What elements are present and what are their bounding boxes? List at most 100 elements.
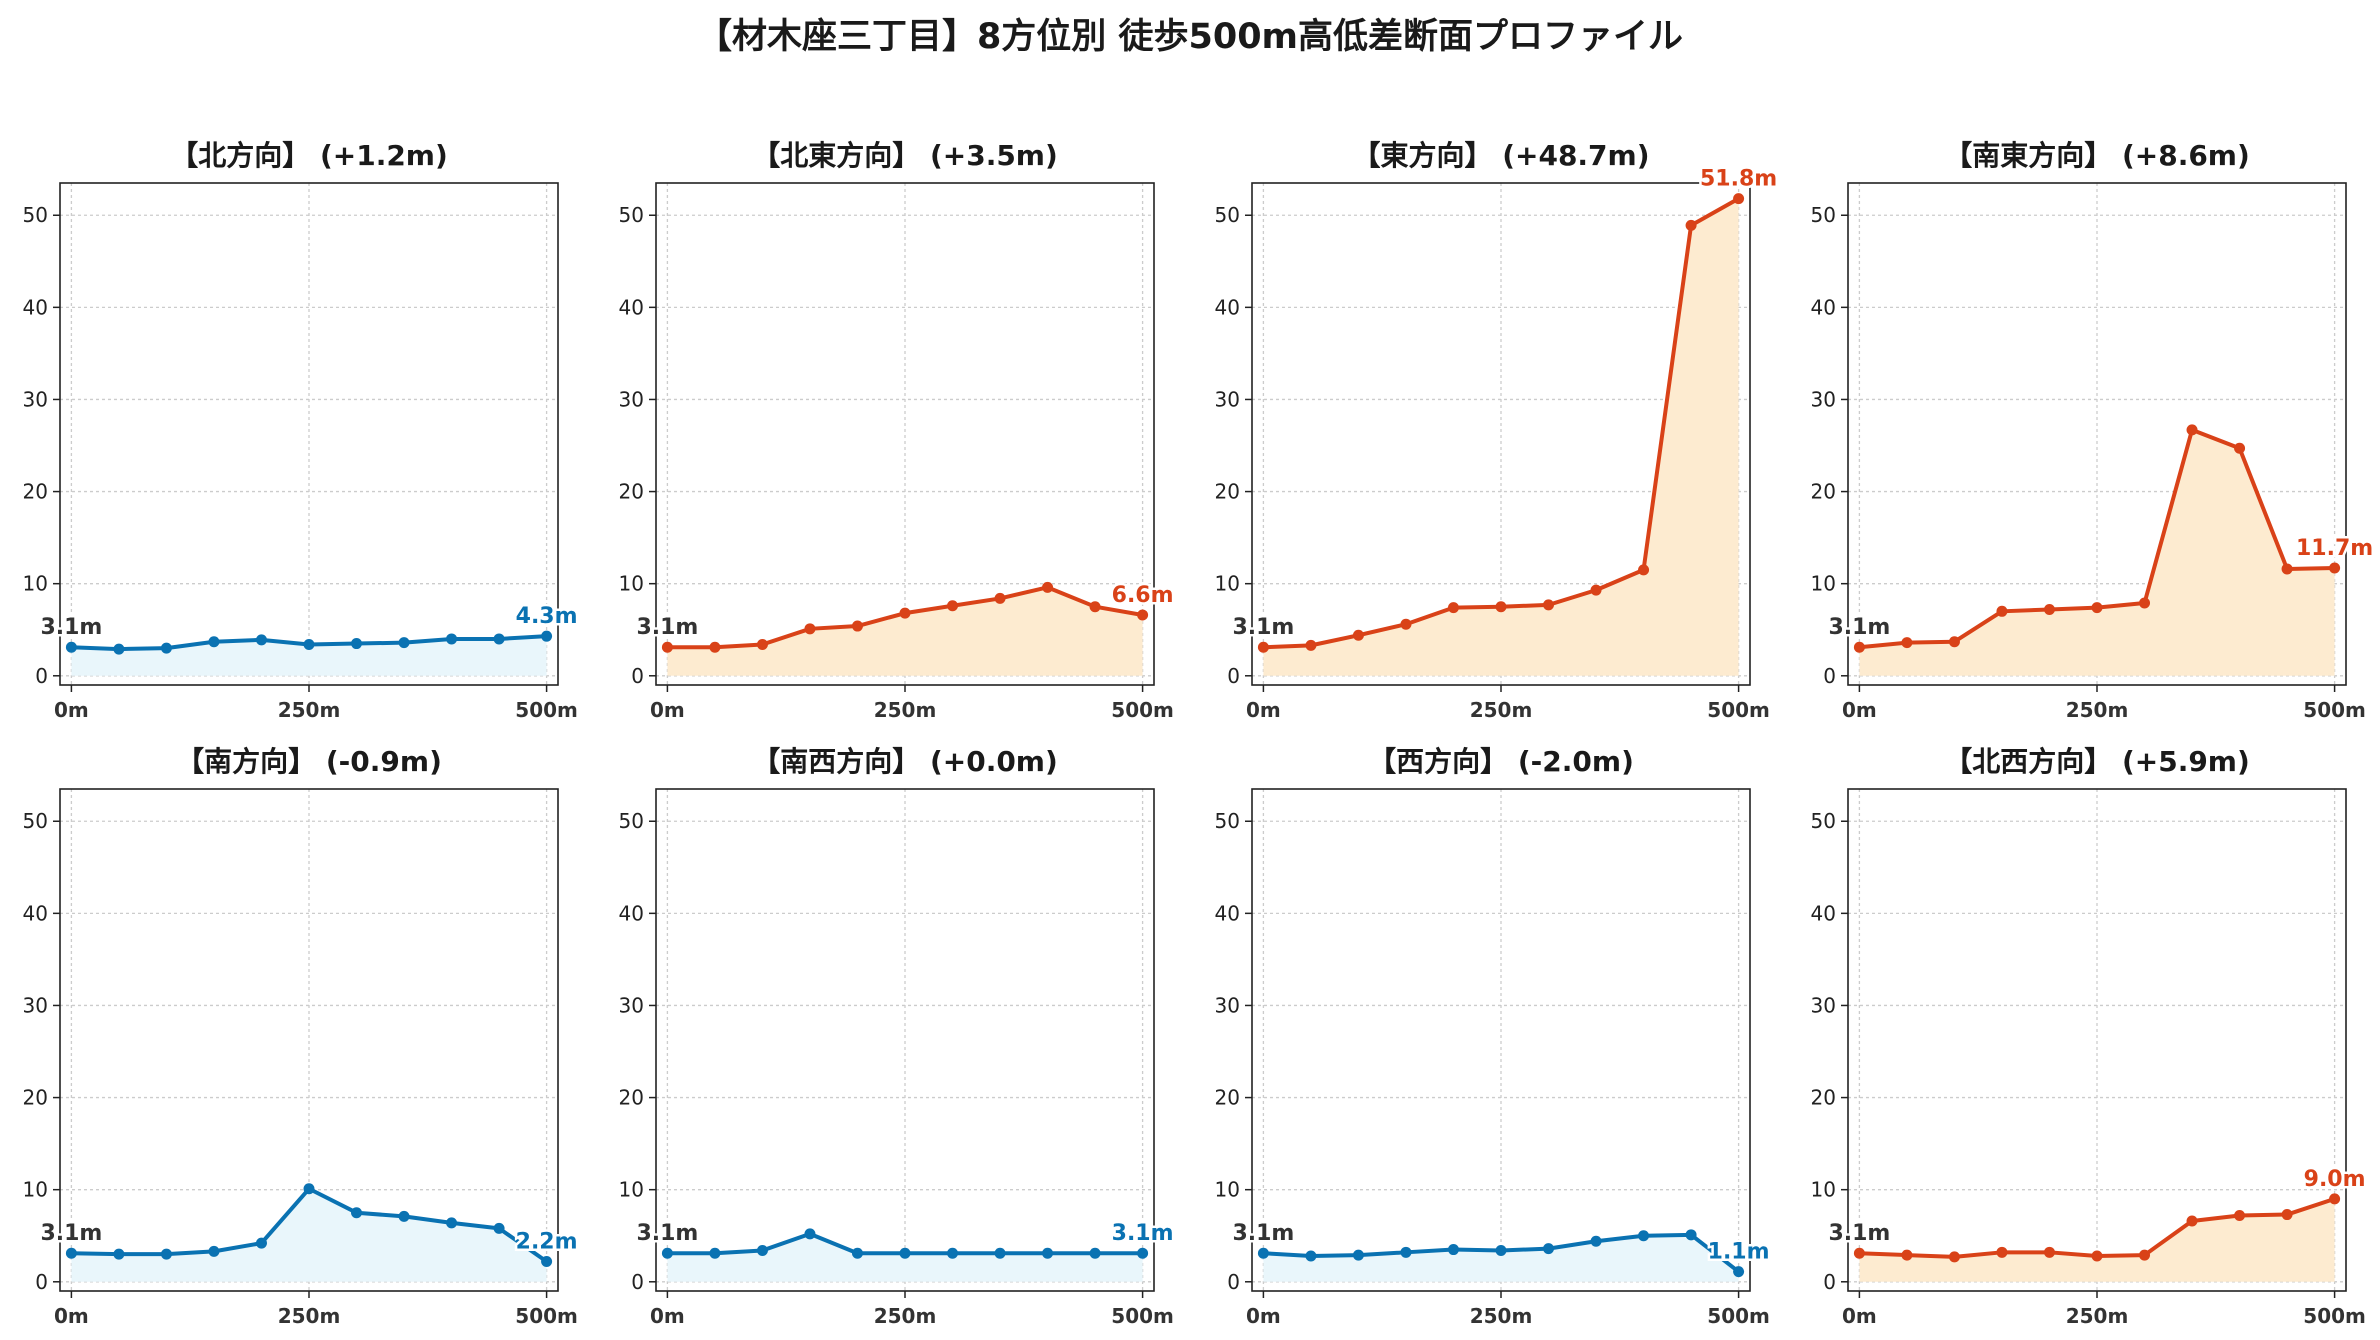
y-tick-label: 30 bbox=[1811, 993, 1836, 1017]
end-value-label: 2.2m bbox=[516, 1230, 578, 1255]
y-tick-label: 10 bbox=[1811, 1178, 1836, 1202]
y-tick-label: 0 bbox=[631, 664, 644, 688]
y-tick-label: 10 bbox=[23, 572, 48, 596]
area-fill bbox=[667, 587, 1143, 676]
y-tick-label: 10 bbox=[1215, 1178, 1240, 1202]
data-point bbox=[1137, 609, 1149, 621]
data-point bbox=[398, 637, 410, 649]
data-point bbox=[1996, 605, 2008, 617]
data-point bbox=[113, 1248, 125, 1260]
data-point bbox=[994, 592, 1006, 604]
data-point bbox=[994, 1247, 1006, 1259]
x-tick-label: 0m bbox=[1842, 1304, 1877, 1328]
data-point bbox=[255, 634, 267, 646]
x-tick-label: 500m bbox=[1707, 698, 1770, 722]
y-tick-label: 30 bbox=[23, 993, 48, 1017]
data-point bbox=[1901, 637, 1913, 649]
x-tick-label: 250m bbox=[874, 1304, 937, 1328]
end-value-label: 51.8m bbox=[1700, 167, 1777, 192]
data-point bbox=[2091, 1250, 2103, 1262]
data-point bbox=[804, 1228, 816, 1240]
data-point bbox=[2329, 1193, 2341, 1205]
data-point bbox=[1352, 1249, 1364, 1261]
y-tick-label: 0 bbox=[1823, 1270, 1836, 1294]
data-point bbox=[1257, 641, 1269, 653]
y-tick-label: 0 bbox=[35, 1270, 48, 1294]
x-tick-label: 0m bbox=[54, 1304, 89, 1328]
panel-title: 【北西方向】 (+5.9m) bbox=[1944, 745, 2250, 778]
data-point bbox=[1447, 1244, 1459, 1256]
x-tick-label: 500m bbox=[1111, 1304, 1174, 1328]
x-tick-label: 0m bbox=[650, 1304, 685, 1328]
data-point bbox=[65, 641, 77, 653]
start-value-label: 3.1m bbox=[40, 615, 102, 640]
y-tick-label: 20 bbox=[619, 480, 644, 504]
start-value-label: 3.1m bbox=[40, 1221, 102, 1246]
y-tick-label: 50 bbox=[23, 203, 48, 227]
data-point bbox=[1305, 639, 1317, 651]
start-value-label: 3.1m bbox=[1828, 1221, 1890, 1246]
x-tick-label: 0m bbox=[1842, 698, 1877, 722]
data-point bbox=[1590, 1235, 1602, 1247]
x-tick-label: 0m bbox=[1246, 698, 1281, 722]
data-point bbox=[1400, 1246, 1412, 1258]
y-tick-label: 40 bbox=[619, 901, 644, 925]
y-tick-label: 40 bbox=[1811, 901, 1836, 925]
data-point bbox=[804, 623, 816, 635]
data-point bbox=[398, 1210, 410, 1222]
x-tick-label: 500m bbox=[1707, 1304, 1770, 1328]
data-point bbox=[1733, 193, 1745, 205]
end-value-label: 1.1m bbox=[1708, 1240, 1770, 1265]
panel-title: 【北方向】 (+1.2m) bbox=[170, 139, 448, 172]
x-tick-label: 500m bbox=[515, 698, 578, 722]
y-tick-label: 40 bbox=[23, 295, 48, 319]
data-point bbox=[2043, 1246, 2055, 1258]
start-value-label: 3.1m bbox=[1828, 615, 1890, 640]
data-point bbox=[1543, 599, 1555, 611]
end-value-label: 4.3m bbox=[516, 604, 578, 629]
y-tick-label: 10 bbox=[1215, 572, 1240, 596]
data-point bbox=[1853, 641, 1865, 653]
data-point bbox=[1400, 618, 1412, 630]
data-point bbox=[947, 1247, 959, 1259]
data-point bbox=[208, 1245, 220, 1257]
data-point bbox=[493, 633, 505, 645]
y-tick-label: 10 bbox=[619, 572, 644, 596]
y-tick-label: 0 bbox=[631, 1270, 644, 1294]
data-point bbox=[661, 1247, 673, 1259]
x-tick-label: 250m bbox=[1470, 698, 1533, 722]
y-tick-label: 40 bbox=[619, 295, 644, 319]
data-point bbox=[1853, 1247, 1865, 1259]
data-point bbox=[208, 636, 220, 648]
panel-title: 【南東方向】 (+8.6m) bbox=[1944, 139, 2250, 172]
end-value-label: 3.1m bbox=[1112, 1221, 1174, 1246]
data-point bbox=[1352, 629, 1364, 641]
data-point bbox=[2329, 562, 2341, 574]
data-point bbox=[1042, 1247, 1054, 1259]
y-tick-label: 40 bbox=[1215, 295, 1240, 319]
x-tick-label: 500m bbox=[515, 1304, 578, 1328]
area-fill bbox=[1263, 198, 1739, 676]
y-tick-label: 20 bbox=[619, 1086, 644, 1110]
y-tick-label: 30 bbox=[619, 993, 644, 1017]
panel-title: 【東方向】 (+48.7m) bbox=[1352, 139, 1649, 172]
data-point bbox=[351, 1207, 363, 1219]
data-point bbox=[493, 1222, 505, 1234]
data-point bbox=[1685, 219, 1697, 231]
data-point bbox=[446, 633, 458, 645]
panel-title: 【北東方向】 (+3.5m) bbox=[752, 139, 1058, 172]
data-point bbox=[2281, 563, 2293, 575]
panel-title: 【西方向】 (-2.0m) bbox=[1368, 745, 1634, 778]
data-point bbox=[756, 1244, 768, 1256]
data-point bbox=[1685, 1229, 1697, 1241]
y-tick-label: 0 bbox=[35, 664, 48, 688]
x-tick-label: 250m bbox=[874, 698, 937, 722]
data-point bbox=[661, 641, 673, 653]
y-tick-label: 50 bbox=[1215, 203, 1240, 227]
data-point bbox=[709, 1247, 721, 1259]
